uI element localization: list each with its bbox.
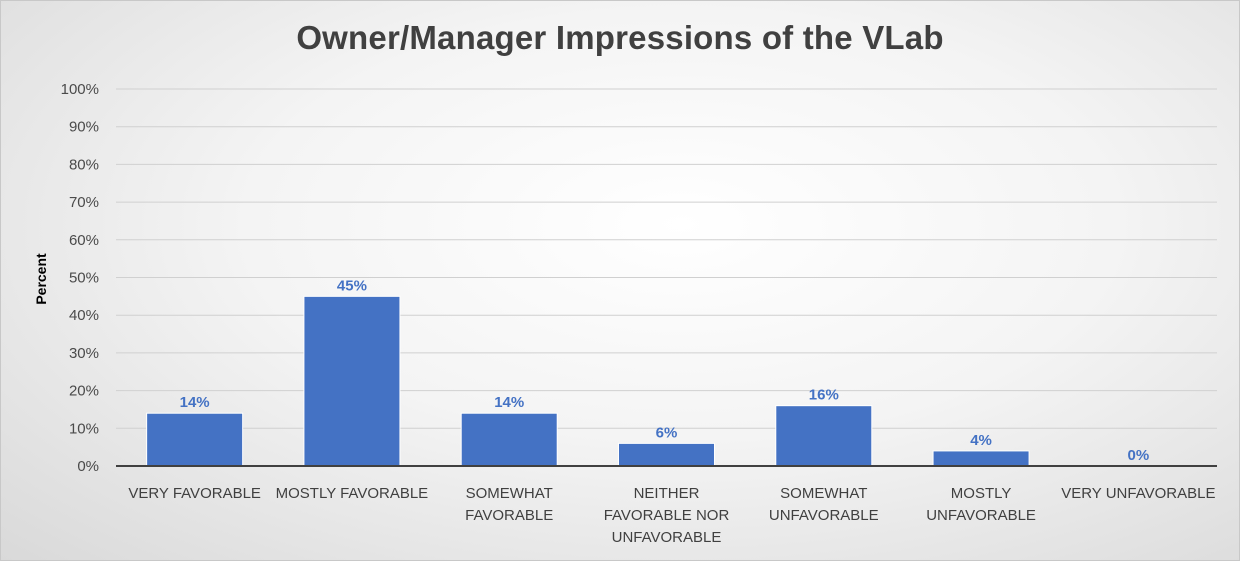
x-tick-label-line: VERY UNFAVORABLE bbox=[1061, 485, 1215, 502]
x-tick-label-line: SOMEWHAT bbox=[780, 485, 867, 502]
y-tick-label: 0% bbox=[77, 458, 99, 475]
bar bbox=[618, 442, 715, 467]
x-tick-label: VERY FAVORABLE bbox=[128, 485, 261, 502]
x-tick-label-line: NEITHER bbox=[634, 485, 700, 502]
x-tick-label-line: UNFAVORABLE bbox=[612, 529, 722, 546]
data-label: 14% bbox=[494, 394, 524, 411]
bar bbox=[932, 450, 1030, 467]
x-tick-label: MOSTLY FAVORABLE bbox=[276, 485, 429, 502]
y-tick-label: 100% bbox=[61, 81, 99, 98]
bar bbox=[146, 412, 244, 467]
x-tick-label-line: VERY FAVORABLE bbox=[128, 485, 261, 502]
data-label: 45% bbox=[337, 277, 367, 294]
data-label: 4% bbox=[970, 432, 992, 449]
y-tick-label: 60% bbox=[69, 232, 99, 249]
x-tick-label-line: UNFAVORABLE bbox=[926, 507, 1036, 524]
data-label: 6% bbox=[656, 424, 678, 441]
x-tick-label: MOSTLY UNFAVORABLE bbox=[926, 485, 1036, 524]
y-tick-label: 90% bbox=[69, 119, 99, 136]
data-label: 0% bbox=[1128, 447, 1150, 464]
y-tick-label: 50% bbox=[69, 270, 99, 287]
chart-title: Owner/Manager Impressions of the VLab bbox=[296, 19, 944, 56]
x-tick-label-line: FAVORABLE NOR bbox=[604, 507, 730, 524]
y-tick-label: 30% bbox=[69, 345, 99, 362]
bar bbox=[303, 295, 401, 467]
x-tick-label-line: MOSTLY FAVORABLE bbox=[276, 485, 429, 502]
y-tick-label: 80% bbox=[69, 156, 99, 173]
y-tick-label: 20% bbox=[69, 383, 99, 400]
y-tick-label: 70% bbox=[69, 194, 99, 211]
y-tick-label: 40% bbox=[69, 307, 99, 324]
data-label: 14% bbox=[180, 394, 210, 411]
x-tick-label-line: MOSTLY bbox=[951, 485, 1012, 502]
x-tick-label: VERY UNFAVORABLE bbox=[1061, 485, 1215, 502]
x-tick-label-line: SOMEWHAT bbox=[466, 485, 553, 502]
x-tick-label: SOMEWHAT UNFAVORABLE bbox=[769, 485, 879, 524]
data-label: 16% bbox=[809, 387, 839, 404]
bar bbox=[775, 405, 873, 467]
x-tick-label-line: FAVORABLE bbox=[465, 507, 553, 524]
x-tick-label-line: UNFAVORABLE bbox=[769, 507, 879, 524]
bar bbox=[460, 412, 558, 467]
y-tick-label: 10% bbox=[69, 420, 99, 437]
x-tick-label: NEITHER FAVORABLE NOR UNFAVORABLE bbox=[604, 485, 730, 546]
x-tick-label: SOMEWHAT FAVORABLE bbox=[465, 485, 553, 524]
